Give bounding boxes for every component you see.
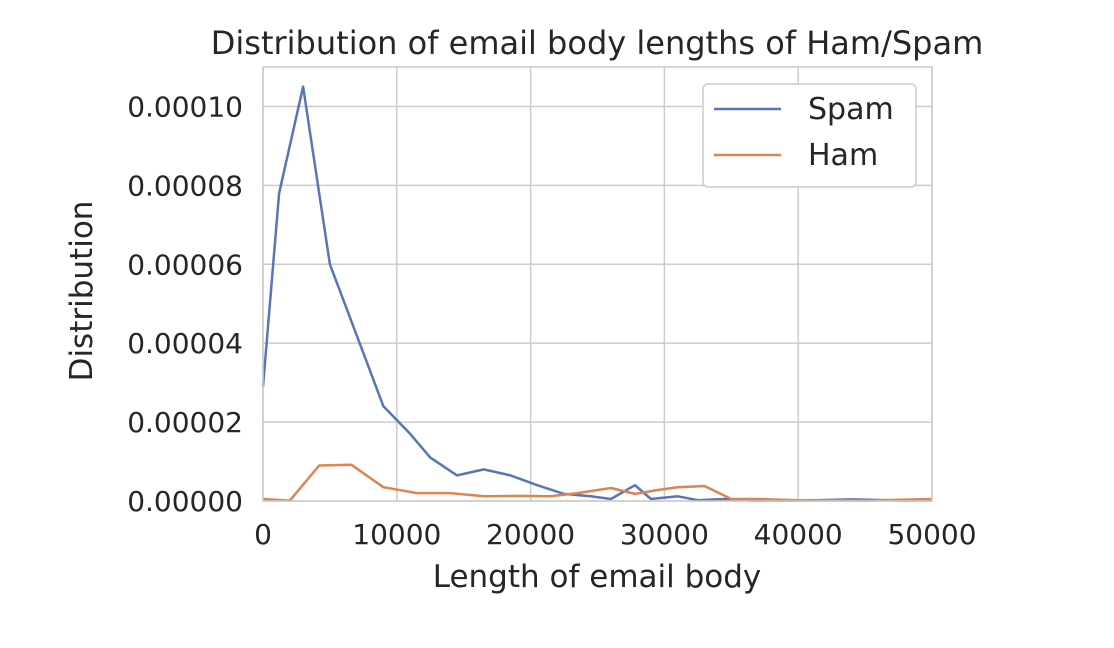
- x-tick-label: 50000: [887, 518, 976, 551]
- y-axis-label: Distribution: [64, 201, 100, 382]
- plot-frame: [262, 66, 933, 502]
- chart-title: Distribution of email body lengths of Ha…: [211, 24, 984, 62]
- legend-label-spam: Spam: [808, 92, 894, 127]
- y-tick-label: 0.00000: [127, 485, 243, 518]
- x-tick-label: 40000: [754, 518, 843, 551]
- x-axis-label: Length of email body: [433, 559, 762, 595]
- y-tick-label: 0.00006: [127, 248, 243, 281]
- y-tick-label: 0.00002: [127, 406, 243, 439]
- x-tick-labels: 0 10000 20000 30000 40000 50000: [254, 518, 976, 551]
- y-tick-label: 0.00010: [127, 90, 243, 123]
- y-tick-label: 0.00008: [127, 169, 243, 202]
- y-tick-labels: 0.00000 0.00002 0.00004 0.00006 0.00008 0.000…: [127, 90, 243, 518]
- x-tick-label: 10000: [352, 518, 441, 551]
- series-line-ham: [262, 463, 933, 502]
- x-tick-label: 20000: [486, 518, 575, 551]
- legend-label-ham: Ham: [808, 138, 878, 173]
- x-tick-label: 30000: [620, 518, 709, 551]
- legend: Spam Ham: [702, 83, 917, 188]
- x-tick-label: 0: [254, 518, 272, 551]
- y-tick-label: 0.00004: [127, 327, 243, 360]
